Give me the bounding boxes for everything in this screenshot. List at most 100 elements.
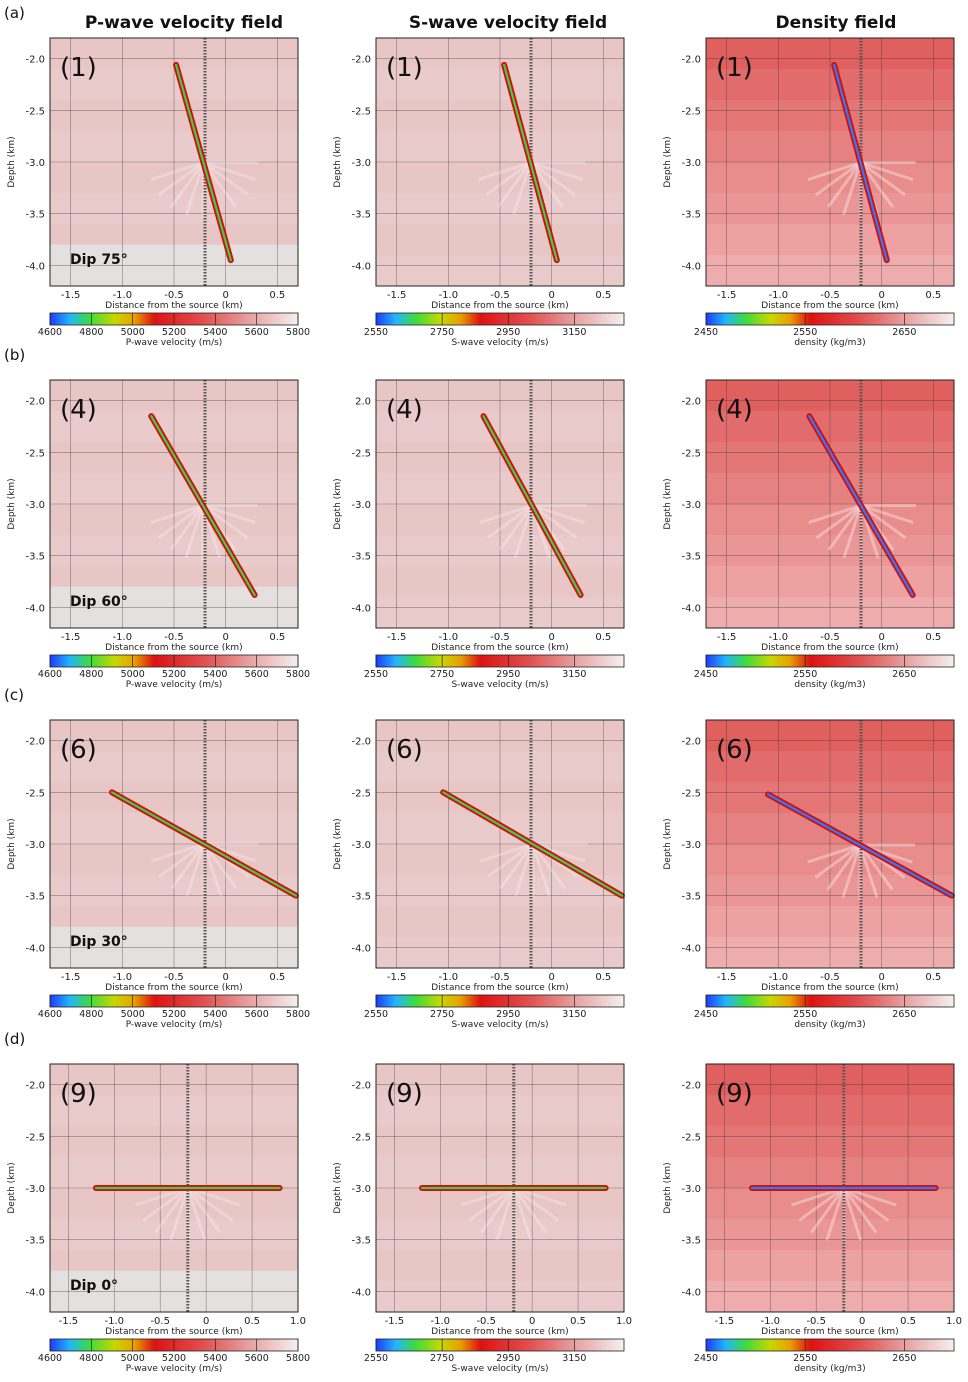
fault-core — [766, 793, 954, 897]
colorbar-label: S-wave velocity (m/s) — [451, 1364, 548, 1374]
colorbar-tick-label: 2550 — [364, 1353, 388, 1364]
wave-streak — [202, 843, 223, 897]
wave-streak — [810, 1187, 845, 1234]
wave-streak — [169, 1187, 190, 1241]
colorbar-tick-label: 5800 — [286, 327, 310, 338]
wave-streak — [529, 161, 576, 197]
colorbar-tick-label: 3150 — [562, 669, 586, 680]
x-tick-label: 0.5 — [269, 972, 285, 983]
y-tick-label: -4.0 — [25, 603, 45, 614]
row-label: (d) — [4, 1030, 25, 1048]
chart-panel: (9) -2.0 -2.5 -3.0 -3.5 -4.0 -1.5 -1.0 -0.5 0 0.5 1… — [333, 1063, 632, 1374]
field-layer — [376, 1064, 624, 1095]
y-tick-label: -2.5 — [681, 448, 701, 459]
snapshot-label: (9) — [386, 1079, 423, 1109]
wave-streak — [827, 504, 863, 551]
field-layer — [706, 1157, 954, 1188]
x-tick-label: 0.5 — [244, 1316, 260, 1327]
wave-streak — [186, 1187, 207, 1241]
y-tick-label: -4.0 — [25, 943, 45, 954]
colorbar-tick-label: 4600 — [38, 327, 62, 338]
y-axis-label: Depth (km) — [663, 818, 673, 869]
wave-streak — [202, 161, 237, 208]
wave-streak — [158, 161, 205, 197]
chart-panel: (4) Dip 60° -2.0 -2.5 -3.0 -3.5 -4.0 -1.5 -1.0 -0… — [7, 379, 310, 690]
snapshot-label: (1) — [60, 53, 97, 83]
x-axis-label: Distance from the source (km) — [431, 643, 568, 653]
y-tick-label: -2.0 — [25, 55, 45, 66]
y-tick-label: -2.0 — [351, 55, 371, 66]
y-tick-label: -4.0 — [681, 603, 701, 614]
colorbar-tick-label: 2650 — [892, 669, 916, 680]
wave-streak — [480, 1187, 515, 1234]
fault-core — [482, 415, 582, 597]
colorbar-tick-label: 2750 — [430, 1353, 454, 1364]
x-tick-label: 0 — [859, 1316, 865, 1327]
y-tick-label: -3.0 — [681, 840, 701, 851]
colorbar-tick-label: 2550 — [364, 327, 388, 338]
x-axis-label: Distance from the source (km) — [431, 301, 568, 311]
colorbar-tick-label: 2550 — [793, 669, 817, 680]
colorbar-label: density (kg/m3) — [794, 680, 865, 690]
wave-streak — [860, 161, 914, 181]
x-tick-label: -1.0 — [105, 1316, 125, 1327]
field-layer — [706, 1281, 954, 1312]
snapshot-label: (9) — [60, 1079, 97, 1109]
wave-streak — [499, 843, 534, 890]
fault-core — [110, 791, 298, 897]
wave-streak — [202, 504, 256, 524]
plot-frame — [375, 1063, 625, 1313]
y-tick-label: -3.5 — [351, 892, 371, 903]
y-axis-label: Depth (km) — [333, 478, 343, 529]
y-tick-label: -4.0 — [25, 261, 45, 272]
x-tick-label: 0.5 — [269, 290, 285, 301]
x-tick-label: -1.0 — [439, 972, 459, 983]
colorbar-label: density (kg/m3) — [794, 1364, 865, 1374]
x-tick-label: -1.5 — [717, 290, 737, 301]
x-tick-label: -1.5 — [61, 632, 81, 643]
y-tick-label: -4.0 — [351, 943, 371, 954]
y-tick-label: -3.5 — [25, 892, 45, 903]
y-tick-label: -3.5 — [25, 552, 45, 563]
y-tick-label: -4.0 — [681, 943, 701, 954]
fault-core — [833, 63, 888, 262]
wave-streak — [512, 1187, 548, 1234]
y-tick-label: -3.0 — [681, 1184, 701, 1195]
x-tick-label: -1.0 — [761, 1316, 781, 1327]
wave-streak — [486, 504, 533, 540]
colorbar-label: density (kg/m3) — [794, 1020, 865, 1030]
colorbar-tick-label: 5400 — [203, 1009, 227, 1020]
field-layer — [706, 1219, 954, 1250]
colorbar-tick-label: 5800 — [286, 669, 310, 680]
colorbar-tick-label: 4800 — [79, 1353, 103, 1364]
column-title: P-wave velocity field — [85, 13, 283, 33]
colorbar-tick-label: 5400 — [203, 669, 227, 680]
y-tick-label: -3.5 — [681, 210, 701, 221]
y-tick-label: -2.0 — [681, 397, 701, 408]
dip-label: Dip 0° — [70, 1278, 118, 1294]
colorbar — [375, 1338, 625, 1352]
snapshot-label: (4) — [386, 395, 423, 425]
y-tick-label: -4.0 — [25, 1287, 45, 1298]
row-label: (a) — [4, 4, 25, 22]
field-layer — [376, 1126, 624, 1157]
plot-frame — [49, 379, 299, 629]
x-tick-label: -0.5 — [164, 632, 184, 643]
x-tick-label: -1.5 — [61, 972, 81, 983]
colorbar-tick-label: 5000 — [121, 669, 145, 680]
y-tick-label: -3.0 — [351, 158, 371, 169]
wave-streak — [860, 504, 907, 540]
wave-streak — [860, 504, 914, 524]
x-tick-label: 0 — [203, 1316, 209, 1327]
y-tick-label: -3.0 — [681, 158, 701, 169]
y-tick-label: -2.5 — [25, 106, 45, 117]
x-tick-label: 0 — [878, 632, 884, 643]
field-layer — [376, 1250, 624, 1281]
colorbar-tick-label: 4800 — [79, 1009, 103, 1020]
y-tick-label: -3.5 — [681, 892, 701, 903]
snapshot-label: (6) — [60, 735, 97, 765]
field-layer — [376, 1188, 624, 1219]
wave-streak — [202, 504, 249, 540]
wave-streak — [468, 1186, 515, 1222]
